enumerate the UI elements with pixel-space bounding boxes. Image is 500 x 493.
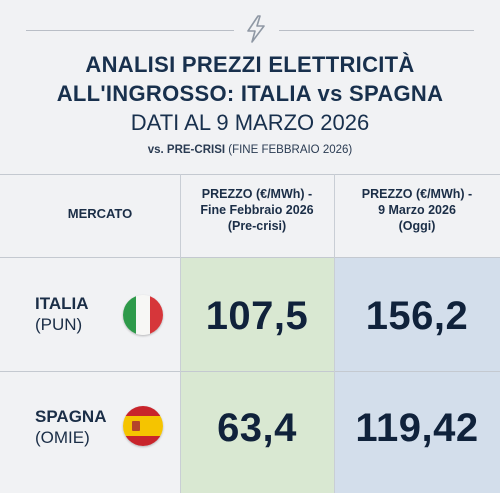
column-divider-2: [334, 174, 335, 493]
header-rule-right: [279, 30, 474, 31]
comparison-note-rest: (FINE FEBBRAIO 2026): [225, 144, 353, 156]
comparison-note-bold: vs. PRE-CRISI: [147, 144, 226, 156]
market-name-spain: SPAGNA (OMIE): [35, 406, 106, 448]
comparison-note: vs. PRE-CRISI (FINE FEBBRAIO 2026): [0, 144, 500, 156]
today-column-bg: [334, 257, 500, 493]
column-header-pre-crisis-line3: (Pre-crisi): [227, 219, 287, 233]
column-header-pre-crisis: PREZZO (€/MWh) - Fine Febbraio 2026 (Pre…: [180, 186, 334, 234]
column-header-pre-crisis-line1: PREZZO (€/MWh) -: [201, 187, 313, 201]
table-cell-pre-crisis: 107,5: [205, 294, 309, 338]
market-label: SPAGNA: [35, 407, 107, 426]
column-header-market: MERCATO: [67, 206, 133, 221]
page-subtitle: DATI AL 9 MARZO 2026: [130, 110, 370, 135]
column-header-today: PREZZO (€/MWh) - 9 Marzo 2026 (Oggi): [334, 186, 500, 234]
market-sublabel: (PUN): [35, 315, 83, 334]
column-header-pre-crisis-line2: Fine Febbraio 2026: [200, 203, 314, 217]
price-table: MERCATO PREZZO (€/MWh) - Fine Febbraio 2…: [0, 168, 500, 493]
page-title-line2: ALL'INGROSSO: ITALIA vs SPAGNA: [56, 81, 444, 106]
table-cell-today: 156,2: [365, 294, 469, 338]
spain-flag-icon: [123, 406, 163, 446]
italy-flag-icon: [123, 295, 163, 335]
page-title-line1: ANALISI PREZZI ELETTRICITÀ: [85, 52, 415, 77]
table-top-rule: [0, 174, 500, 175]
header-bottom-rule: [0, 257, 500, 258]
column-header-today-line2: 9 Marzo 2026: [378, 203, 456, 217]
market-sublabel: (OMIE): [35, 428, 90, 447]
market-name-italy: ITALIA (PUN): [35, 293, 89, 335]
column-header-today-line3: (Oggi): [398, 219, 436, 233]
row-divider: [0, 371, 500, 372]
market-label: ITALIA: [35, 294, 89, 313]
column-header-today-line1: PREZZO (€/MWh) -: [361, 187, 473, 201]
table-cell-today: 119,42: [355, 406, 479, 450]
pre-crisis-column-bg: [180, 257, 334, 493]
lightning-bolt-icon: [247, 15, 265, 43]
coat-of-arms-icon: [132, 421, 140, 431]
table-cell-pre-crisis: 63,4: [217, 406, 297, 450]
header-rule-left: [26, 30, 234, 31]
column-divider-1: [180, 174, 181, 493]
